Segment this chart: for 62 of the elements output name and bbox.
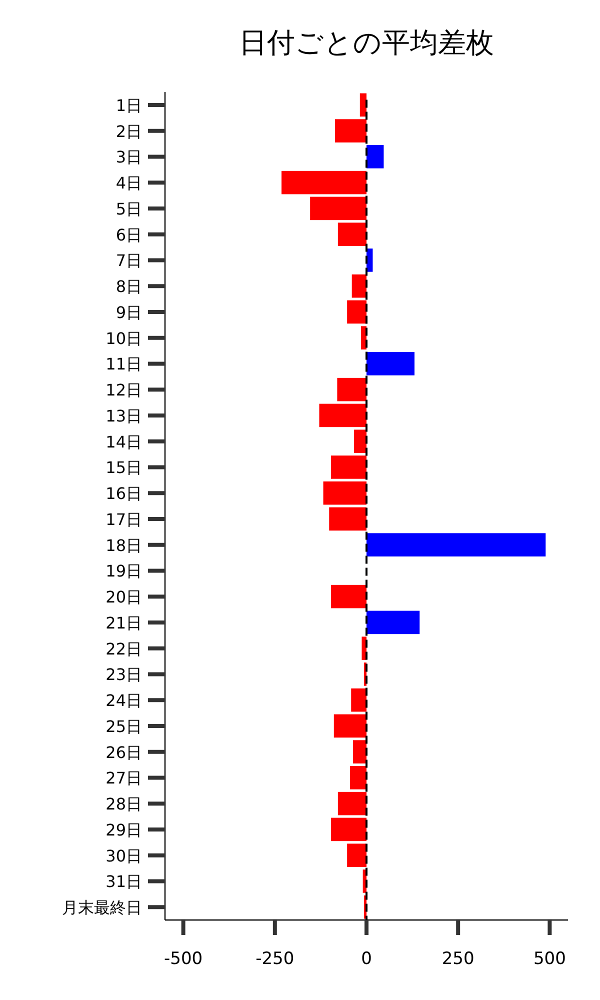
x-tick-label: 250 (442, 949, 474, 969)
y-tick-label: 8日 (116, 277, 142, 296)
y-tick-label: 2日 (116, 122, 142, 141)
bar (338, 222, 366, 246)
y-tick-label: 27日 (106, 768, 142, 788)
y-tick-label: 28日 (106, 794, 142, 814)
y-tick-label: 12日 (106, 380, 142, 400)
y-tick-label: 月末最終日 (62, 898, 142, 918)
y-tick-label: 14日 (106, 432, 142, 452)
bar (347, 844, 366, 867)
bar (350, 766, 366, 790)
bar (282, 170, 366, 194)
y-tick-label: 31日 (106, 872, 142, 892)
bar (347, 300, 366, 324)
bar (330, 818, 366, 842)
bar (352, 740, 366, 764)
bar (323, 481, 366, 505)
x-tick-label: -250 (256, 949, 294, 969)
y-tick-label: 24日 (106, 691, 142, 710)
bar (310, 196, 366, 220)
bar (366, 145, 384, 168)
y-tick-label: 9日 (116, 302, 142, 322)
y-tick-label: 19日 (106, 562, 142, 581)
y-tick-label: 15日 (106, 458, 142, 478)
chart-title: 日付ごとの平均差枚 (239, 26, 494, 59)
bar (351, 688, 366, 712)
y-tick-label: 13日 (106, 406, 142, 426)
y-tick-label: 17日 (106, 510, 142, 529)
bar (354, 430, 366, 453)
x-tick-label: -500 (164, 949, 203, 969)
y-tick-label: 11日 (106, 354, 142, 374)
x-tick-label: 0 (361, 949, 372, 969)
bar (334, 714, 366, 738)
y-tick-label: 22日 (106, 639, 142, 658)
y-tick-label: 25日 (106, 716, 142, 736)
y-tick-label: 3日 (116, 148, 142, 167)
y-tick-label: 10日 (106, 328, 142, 348)
bar (337, 378, 366, 402)
y-tick-label: 20日 (106, 588, 142, 607)
bar (319, 404, 366, 428)
y-tick-label: 1日 (116, 96, 142, 115)
y-tick-label: 16日 (106, 484, 142, 504)
bar (338, 792, 366, 816)
bar (352, 274, 366, 298)
bar (366, 533, 546, 556)
bar (366, 610, 420, 634)
y-tick-label: 30日 (106, 846, 142, 866)
y-tick-label: 18日 (106, 536, 142, 555)
bar (366, 352, 414, 376)
x-tick-label: 500 (533, 949, 566, 969)
bar (334, 119, 366, 142)
bar (330, 456, 366, 479)
bar (329, 507, 366, 531)
bar (330, 584, 366, 608)
y-tick-label: 6日 (116, 225, 142, 244)
y-tick-label: 21日 (106, 613, 142, 632)
y-tick-label: 5日 (116, 199, 142, 218)
y-tick-label: 23日 (106, 665, 142, 684)
y-tick-label: 29日 (106, 820, 142, 840)
y-tick-label: 26日 (106, 742, 142, 762)
y-tick-label: 4日 (116, 174, 142, 193)
y-tick-label: 7日 (116, 251, 142, 270)
